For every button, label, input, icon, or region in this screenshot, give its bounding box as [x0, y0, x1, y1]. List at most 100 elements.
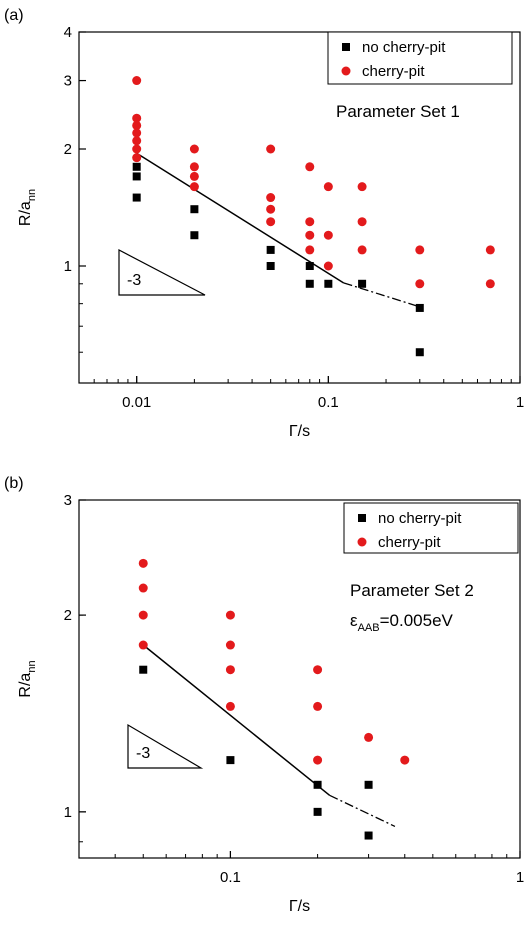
- data-point-square: [266, 245, 275, 254]
- x-tick-label: 0.1: [220, 869, 241, 886]
- plot-frame: [78, 499, 521, 859]
- x-axis-title: Γ/s: [289, 898, 310, 915]
- data-point-square: [190, 205, 199, 214]
- y-axis-title: R/ann: [17, 660, 38, 697]
- y-axis-title-main: R/a: [17, 673, 34, 698]
- legend: no cherry-pit cherry-pit: [343, 502, 519, 554]
- legend-marker-square: [342, 43, 350, 51]
- data-point-circle: [266, 144, 276, 154]
- y-tick-label: 1: [64, 258, 72, 275]
- data-point-circle: [132, 136, 142, 146]
- legend-label: cherry-pit: [378, 534, 441, 551]
- data-point-square: [226, 756, 235, 765]
- annotation-main: Parameter Set 1: [336, 102, 460, 121]
- y-tick-label: 4: [64, 24, 72, 41]
- data-point-square: [324, 279, 333, 288]
- fit-line-solid: [142, 644, 331, 796]
- panel-label: (b): [4, 475, 24, 492]
- fit-line-solid: [136, 152, 344, 284]
- fit-line-dashdot: [343, 282, 420, 308]
- data-point-square: [132, 193, 141, 202]
- legend-label: no cherry-pit: [378, 510, 462, 527]
- data-point-circle: [132, 153, 142, 163]
- y-axis-title-main: R/a: [17, 201, 34, 226]
- annotation-after: =0.005eV: [380, 611, 454, 630]
- data-point-circle: [266, 217, 276, 227]
- data-point-circle: [266, 204, 276, 214]
- data-point-circle: [485, 279, 495, 289]
- slope-label: -3: [136, 745, 150, 762]
- data-point-circle: [138, 583, 148, 593]
- data-point-square: [313, 780, 322, 789]
- annotation-main: Parameter Set 2: [350, 581, 474, 600]
- y-axis-title-sub: nn: [26, 189, 38, 201]
- annotation-text: εAAB=0.005eV: [350, 611, 454, 634]
- data-point-circle: [225, 610, 235, 620]
- data-point-circle: [313, 665, 323, 675]
- data-point-circle: [400, 755, 410, 765]
- annotation-main: ε: [350, 611, 358, 630]
- data-point-square: [132, 162, 141, 171]
- legend-box: [327, 31, 513, 85]
- data-point-circle: [357, 217, 367, 227]
- annotation-text: Parameter Set 2: [350, 581, 474, 600]
- data-point-square: [364, 831, 373, 840]
- slope-triangle: [127, 723, 204, 769]
- y-axis-title-sub: nn: [26, 660, 38, 672]
- data-point-circle: [225, 640, 235, 650]
- data-point-circle: [364, 732, 374, 742]
- x-tick-label: 1: [516, 869, 524, 886]
- data-point-circle: [132, 128, 142, 138]
- series-cherry-pit: [132, 76, 495, 289]
- series-no-cherry-pit: [132, 162, 424, 357]
- data-point-circle: [305, 230, 315, 240]
- data-point-circle: [313, 701, 323, 711]
- y-tick-label: 2: [64, 141, 72, 158]
- x-tick-label: 1: [516, 394, 524, 411]
- data-point-square: [358, 279, 367, 288]
- annotation-sub: AAB: [358, 622, 380, 634]
- data-point-circle: [305, 162, 315, 172]
- data-point-circle: [189, 171, 199, 181]
- data-point-circle: [415, 245, 425, 255]
- data-point-circle: [357, 245, 367, 255]
- data-point-circle: [305, 245, 315, 255]
- legend-label: no cherry-pit: [362, 39, 446, 56]
- plot-frame: [78, 31, 521, 384]
- data-point-circle: [225, 701, 235, 711]
- data-point-square: [305, 262, 314, 270]
- data-point-circle: [323, 261, 333, 271]
- data-point-circle: [138, 558, 148, 568]
- slope-triangle: [118, 249, 206, 296]
- y-tick-label: 3: [64, 73, 72, 90]
- legend-label: cherry-pit: [362, 63, 425, 80]
- data-point-circle: [189, 144, 199, 154]
- fit-line-dashdot: [329, 794, 396, 828]
- chart-panel-a: (a) 0.01 0.1 1 1 2 3 4 Γ/s R/ann -3 no cherry-pit ch…: [4, 7, 524, 440]
- data-point-square: [132, 172, 141, 181]
- series-no-cherry-pit: [139, 665, 373, 840]
- data-point-circle: [132, 113, 142, 123]
- data-point-square: [415, 303, 424, 312]
- data-point-square: [266, 262, 275, 270]
- data-point-circle: [357, 182, 367, 192]
- panel-label: (a): [4, 7, 24, 24]
- legend-marker-square: [358, 514, 366, 522]
- data-point-circle: [323, 182, 333, 192]
- data-point-square: [305, 279, 314, 288]
- data-point-square: [139, 665, 148, 674]
- y-tick-label: 2: [64, 607, 72, 624]
- slope-label: -3: [127, 272, 141, 289]
- data-point-circle: [189, 162, 199, 172]
- data-point-square: [364, 780, 373, 789]
- data-point-circle: [132, 120, 142, 130]
- legend-marker-circle: [357, 537, 367, 547]
- data-point-circle: [305, 217, 315, 227]
- data-point-circle: [266, 193, 276, 203]
- data-point-square: [190, 231, 199, 240]
- y-tick-label: 1: [64, 804, 72, 821]
- data-point-circle: [485, 245, 495, 255]
- data-point-circle: [189, 182, 199, 192]
- legend-marker-circle: [341, 66, 351, 76]
